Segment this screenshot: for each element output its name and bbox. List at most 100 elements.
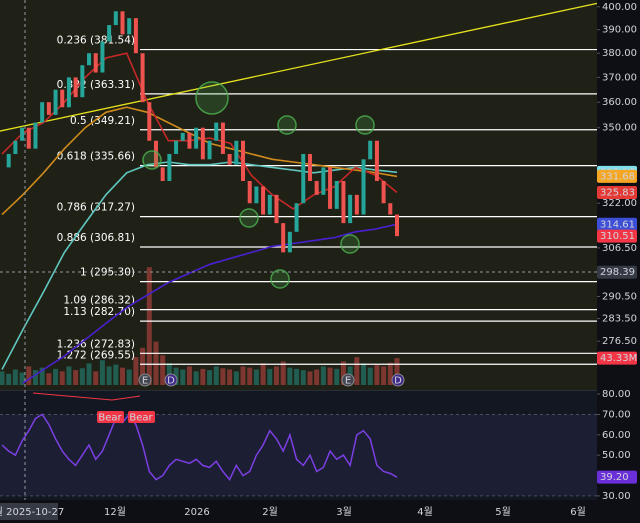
candle [341, 181, 346, 224]
price-badge-label: 43.33M [600, 353, 637, 364]
volume-bar [39, 367, 45, 385]
crosshair-time-box [0, 503, 58, 520]
volume-bar [133, 357, 139, 385]
volume-bar [180, 369, 186, 385]
candle [60, 89, 65, 108]
rsi-badge [597, 470, 637, 484]
y-tick-label: 360.00 [602, 97, 637, 108]
candle [180, 132, 185, 141]
volume-bar [314, 369, 320, 385]
volume-bar [140, 347, 146, 385]
candle [348, 194, 353, 224]
volume-bar [99, 360, 105, 385]
circle [239, 208, 259, 228]
circle [355, 115, 375, 135]
candle [334, 181, 339, 209]
candle [368, 140, 373, 160]
candle [307, 153, 312, 182]
volume-bar [387, 362, 393, 385]
candle [354, 194, 359, 215]
volume-bar [146, 267, 152, 385]
y-tick-label: 350.00 [602, 123, 637, 134]
candle [73, 77, 78, 98]
price-badge [597, 217, 637, 231]
y-tick-label: 290.50 [602, 291, 637, 302]
y-tick-label: 276.50 [602, 336, 637, 347]
rsi-tick-label: 60.00 [602, 430, 631, 441]
x-tick-label: 3월 [336, 506, 352, 518]
x-tick-label: 6월 [570, 506, 586, 518]
bear-box [97, 411, 124, 423]
x-tick-label: 4월 [417, 506, 433, 518]
candle [381, 181, 386, 204]
circle [270, 269, 290, 289]
event-marker [164, 373, 178, 387]
candle [20, 127, 25, 141]
volume-bar [287, 367, 293, 385]
candle [26, 127, 31, 149]
candle [80, 65, 85, 98]
volume-bar [46, 373, 52, 385]
volume-bar [186, 366, 192, 385]
fib-label: 0.886 (306.81) [57, 232, 135, 244]
volume-bar [86, 363, 92, 385]
volume-bar [153, 341, 159, 385]
fib-label: 1.13 (282.70) [63, 306, 135, 318]
volume-bar [307, 371, 313, 385]
circle [340, 234, 360, 254]
circle [277, 115, 297, 135]
fib-label: 0.5 (349.21) [70, 115, 135, 127]
rsi-tick-label: 70.00 [602, 409, 631, 420]
bear-label: Bear [98, 413, 122, 424]
candle [395, 214, 399, 237]
candle [281, 223, 286, 253]
volume-bar [66, 366, 72, 385]
event-label: D [394, 376, 402, 387]
rsi-line [1, 413, 398, 481]
candle [220, 122, 225, 154]
volume-bar [374, 365, 380, 385]
volume-bar [106, 366, 112, 385]
volume-bar [260, 363, 266, 385]
volume-bar [207, 370, 213, 385]
volume-bar [193, 371, 199, 385]
candle [254, 186, 259, 204]
price-badge-label: 310.51 [600, 231, 635, 242]
volume-bar [253, 369, 259, 385]
volume-bar [53, 368, 59, 385]
volume-bar [354, 357, 360, 385]
candle [100, 41, 105, 73]
volume-bar [280, 361, 286, 385]
volume-bar [0, 371, 5, 385]
candle [167, 153, 172, 182]
candle [287, 231, 292, 253]
price-axis [597, 0, 640, 523]
event-label: E [142, 376, 148, 387]
volume-bar [381, 366, 387, 385]
volume-bar [26, 366, 32, 385]
price-badge [597, 265, 637, 279]
volume-bar [300, 370, 306, 385]
candle [66, 77, 71, 108]
volume-bar [32, 370, 38, 385]
x-tick-label: 5월 [495, 506, 511, 518]
candle [214, 122, 219, 141]
candle [140, 53, 145, 103]
candle [120, 11, 125, 35]
circle [195, 81, 229, 115]
volume-bar [233, 371, 239, 385]
fib-label: 1.272 (269.55) [57, 349, 135, 361]
event-label: D [167, 376, 175, 387]
fib-label: 1 (295.30) [80, 267, 135, 279]
x-tick-label: 2월 [262, 506, 278, 518]
price-badge-label: 314.61 [600, 219, 635, 230]
candle [87, 53, 92, 66]
rsi-band [0, 414, 597, 496]
divergence-line [32, 392, 113, 401]
bear-box [128, 411, 155, 423]
y-tick-label: 306.50 [602, 243, 637, 254]
moving-average [22, 223, 398, 384]
y-tick-label: 283.50 [602, 314, 637, 325]
